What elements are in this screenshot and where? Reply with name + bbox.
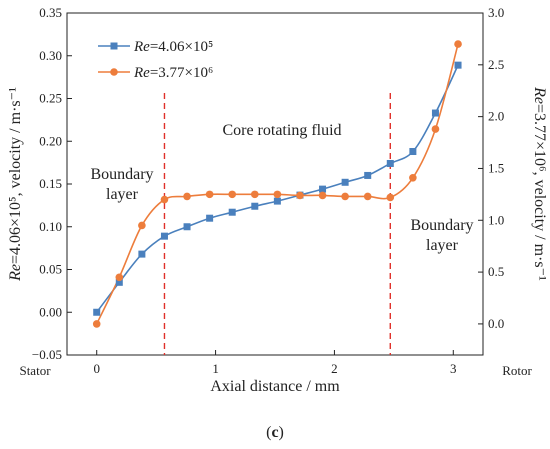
y-left-tick-label: −0.05 <box>32 347 62 362</box>
series-2-point <box>431 125 440 133</box>
label-rotor: Rotor <box>502 363 532 378</box>
series-lines <box>95 43 459 325</box>
series-2-point <box>363 192 372 201</box>
x-tick-label: 0 <box>93 361 100 376</box>
series-2-point <box>341 192 349 201</box>
label-stator: Stator <box>19 363 51 378</box>
series-2-point <box>228 190 237 199</box>
series-2-point <box>138 221 146 230</box>
series-2-point <box>386 193 395 202</box>
y-left-tick-label: 0.30 <box>39 48 62 63</box>
series-2-point <box>115 273 124 282</box>
y-left-tick-label: 0.15 <box>39 176 62 191</box>
series-markers <box>92 40 462 328</box>
tick-labels: −0.050.000.050.100.150.200.250.300.350.0… <box>32 5 504 376</box>
series-1-point <box>115 278 123 286</box>
legend-marker-series-2 <box>110 68 118 76</box>
x-tick-label: 1 <box>212 361 219 376</box>
series-2-point <box>160 195 169 204</box>
series-1-point <box>183 223 191 231</box>
y-left-tick-label: 0.25 <box>39 91 62 106</box>
legend-marker-series-1 <box>110 42 118 50</box>
y-right-tick-label: 3.0 <box>488 5 504 20</box>
annotation-boundary-left-1: Boundary <box>90 166 153 183</box>
series-1-point <box>206 214 214 222</box>
legend-label-series-1: Re=4.06×10⁵ <box>133 39 213 55</box>
x-axis-title: Axial distance / mm <box>210 378 340 395</box>
series-1-point <box>454 61 462 69</box>
series-1-point <box>93 308 101 316</box>
axis-ticks <box>67 12 483 356</box>
series-1-point <box>409 148 417 156</box>
y-right-tick-label: 1.5 <box>488 160 504 175</box>
series-2-point <box>183 192 191 201</box>
series-2-point <box>205 190 214 199</box>
series-2-line <box>95 43 459 325</box>
annotation-boundary-left-2: layer <box>106 186 139 203</box>
y-right-tick-label: 2.0 <box>488 109 504 124</box>
x-tick-label: 3 <box>450 361 457 376</box>
series-2-point <box>318 191 327 200</box>
y-left-tick-label: 0.05 <box>39 262 62 277</box>
y-left-axis-title: Re=4.06×10⁵, velocity / m·s⁻¹ <box>7 87 24 282</box>
y-right-tick-label: 2.5 <box>488 57 504 72</box>
series-1-point <box>386 159 394 167</box>
annotation-boundary-right-1: Boundary <box>410 217 473 234</box>
y-right-tick-label: 0.5 <box>488 264 504 279</box>
plot-frame <box>66 12 484 356</box>
divider-lines <box>163 93 391 355</box>
series-1-point <box>431 109 439 117</box>
annotation-core: Core rotating fluid <box>222 122 341 139</box>
annotation-boundary-right-2: layer <box>426 237 459 254</box>
series-2-point <box>409 173 417 182</box>
series-2-point <box>296 191 304 200</box>
series-1-point <box>251 202 259 210</box>
panel-label: (c) <box>266 424 284 441</box>
series-1-point <box>364 171 372 179</box>
y-left-tick-label: 0.35 <box>39 5 62 20</box>
y-left-tick-label: 0.20 <box>39 133 62 148</box>
y-right-axis-title: Re=3.77×10⁶, velocity / m·s⁻¹ <box>531 86 548 281</box>
series-2-point <box>273 190 282 199</box>
legend-label-series-2: Re=3.77×10⁶ <box>133 65 213 81</box>
y-left-tick-label: 0.00 <box>39 304 62 319</box>
series-2-point <box>250 190 259 199</box>
y-left-tick-label: 0.10 <box>39 219 62 234</box>
series-2-point <box>454 40 462 48</box>
y-right-tick-label: 0.0 <box>488 316 504 331</box>
series-2-point <box>92 320 101 328</box>
series-1-point <box>138 250 146 258</box>
series-1-point <box>228 208 236 216</box>
series-1-point <box>319 185 327 193</box>
series-1-point <box>160 232 168 240</box>
series-1-point <box>273 197 281 205</box>
series-1-point <box>341 178 349 186</box>
x-tick-label: 2 <box>331 361 338 376</box>
y-right-tick-label: 1.0 <box>488 212 504 227</box>
legend: Re=4.06×10⁵ Re=3.77×10⁶ <box>98 39 213 81</box>
